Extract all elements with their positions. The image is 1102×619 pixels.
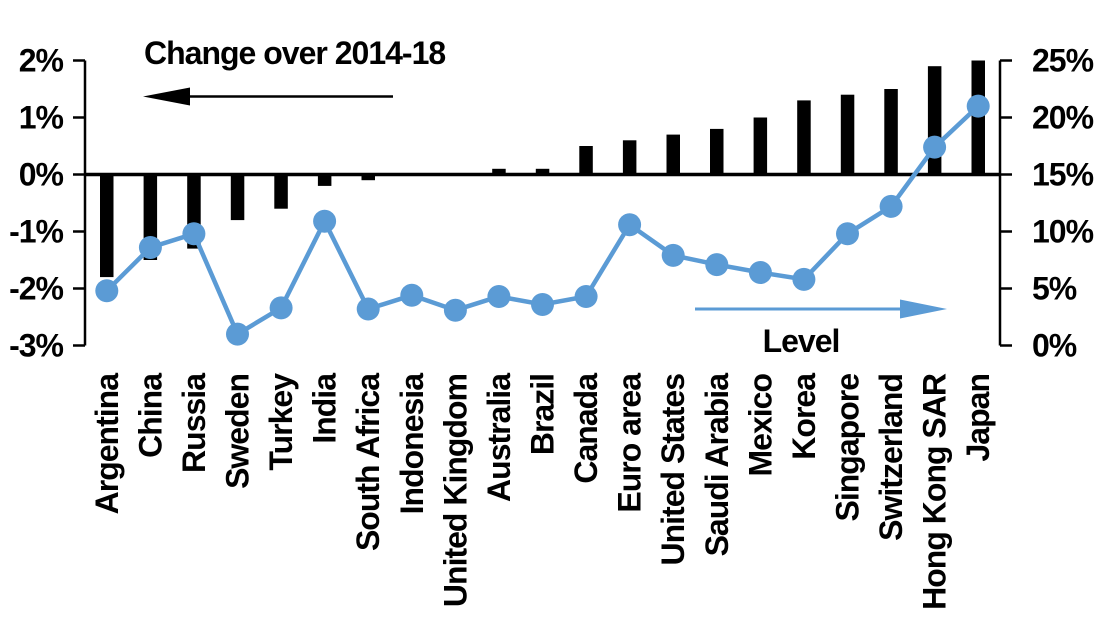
line-marker (313, 209, 337, 233)
line-series-annotation-label: Level (763, 323, 840, 359)
line-series-annotation: Level (695, 299, 947, 359)
bar (622, 140, 637, 175)
right-axis-tick-label: 0% (1032, 328, 1077, 364)
bar-series (100, 60, 985, 278)
line-marker (574, 285, 598, 308)
line-marker (269, 296, 293, 320)
line-marker (923, 135, 947, 159)
category-label: China (132, 373, 168, 458)
line-marker (705, 253, 729, 277)
bar (797, 100, 811, 175)
line-marker (95, 279, 119, 303)
category-label: Russia (176, 373, 212, 473)
category-label: Euro area (612, 373, 648, 513)
line-marker (226, 322, 249, 346)
bar (840, 94, 855, 175)
bar (753, 117, 768, 175)
bar (492, 168, 506, 175)
line-marker (836, 222, 859, 246)
category-label: Switzerland (873, 374, 909, 541)
bar (710, 128, 724, 175)
category-label: Canada (568, 373, 604, 484)
right-axis-tick-label: 15% (1032, 157, 1094, 193)
left-axis-tick-label: -3% (9, 328, 63, 364)
line-marker (748, 261, 772, 284)
bar (535, 168, 550, 175)
bar (317, 174, 332, 186)
category-label: Sweden (220, 374, 256, 489)
bar (230, 174, 245, 221)
line-marker (618, 213, 642, 237)
category-label: Hong Kong SAR (917, 373, 953, 610)
bar (361, 174, 375, 181)
category-label: Brazil (525, 374, 561, 455)
bar (274, 174, 288, 209)
right-axis-tick-label: 10% (1032, 214, 1094, 250)
category-label: United Kingdom (437, 374, 473, 607)
line-marker (138, 236, 162, 259)
category-label: United States (655, 374, 691, 566)
left-axis-tick-label: -2% (9, 271, 63, 307)
level-line-series (95, 94, 990, 346)
line-marker (661, 243, 685, 267)
left-axis-tick-label: 2% (19, 43, 64, 79)
bar (100, 174, 114, 278)
left-axis: 2% 1% 0% -1% -2% -3% (9, 43, 87, 364)
category-label: Korea (786, 373, 822, 460)
line-marker (966, 94, 990, 118)
category-axis-labels: Argentina China Russia Sweden Turkey India Sou… (89, 373, 996, 610)
bar-series-annotation: Change over 2014-18 (143, 35, 446, 106)
right-axis-tick-label: 20% (1032, 100, 1094, 136)
category-label: Indonesia (394, 373, 430, 515)
line-marker (400, 283, 424, 307)
category-label: Argentina (89, 373, 125, 515)
right-axis-tick-label: 5% (1032, 271, 1077, 307)
category-label: Australia (481, 373, 517, 502)
category-label: Saudi Arabia (699, 373, 735, 557)
line-marker (792, 267, 816, 291)
line-marker (356, 297, 380, 321)
right-axis: 25% 20% 15% 10% 5% 0% (998, 43, 1095, 364)
left-arrow-icon (143, 87, 190, 106)
bar (579, 146, 593, 175)
category-label: India (307, 373, 343, 444)
bar (884, 89, 898, 175)
right-axis-tick-label: 25% (1032, 43, 1094, 79)
line-marker (443, 298, 467, 322)
line-marker (487, 285, 511, 308)
category-label: Japan (960, 374, 996, 461)
category-label: Turkey (263, 373, 299, 471)
left-axis-tick-label: 0% (19, 157, 64, 193)
left-axis-tick-label: -1% (9, 214, 63, 250)
bar (666, 134, 680, 175)
bar-series-annotation-label: Change over 2014-18 (144, 35, 445, 71)
left-axis-tick-label: 1% (19, 100, 64, 136)
right-arrow-icon (900, 299, 947, 319)
line-marker (182, 222, 206, 246)
line-marker (879, 194, 903, 218)
category-label: Singapore (830, 374, 866, 522)
category-label: South Africa (350, 373, 386, 551)
line-marker (531, 293, 554, 316)
category-label: Mexico (742, 374, 778, 477)
